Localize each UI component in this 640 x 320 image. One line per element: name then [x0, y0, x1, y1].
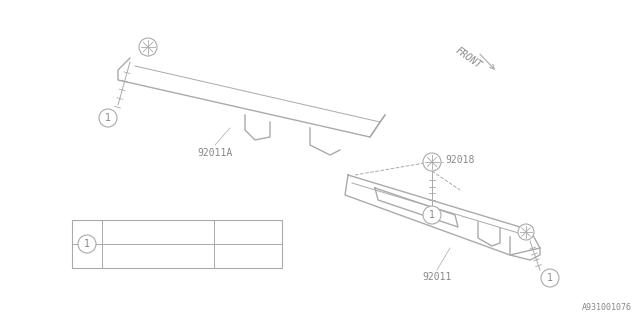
- Text: Q530034: Q530034: [106, 252, 143, 260]
- Text: (  -0505): ( -0505): [218, 228, 266, 236]
- Text: 1: 1: [429, 210, 435, 220]
- Text: 92011A: 92011A: [197, 148, 232, 158]
- Circle shape: [78, 235, 96, 253]
- Text: Ⓜ047305163(5): Ⓜ047305163(5): [106, 228, 176, 236]
- Text: 1: 1: [105, 113, 111, 123]
- Text: A931001076: A931001076: [582, 303, 632, 312]
- Circle shape: [423, 153, 441, 171]
- Text: 92018: 92018: [445, 155, 474, 165]
- Circle shape: [99, 109, 117, 127]
- Text: 1: 1: [547, 273, 553, 283]
- Circle shape: [423, 206, 441, 224]
- Text: 92011: 92011: [422, 272, 452, 282]
- Bar: [72, 220, 282, 268]
- Circle shape: [139, 38, 157, 56]
- Text: (0505-  ): (0505- ): [218, 252, 266, 260]
- Circle shape: [541, 269, 559, 287]
- Text: 1: 1: [84, 239, 90, 249]
- Circle shape: [518, 224, 534, 240]
- Text: FRONT: FRONT: [453, 45, 483, 70]
